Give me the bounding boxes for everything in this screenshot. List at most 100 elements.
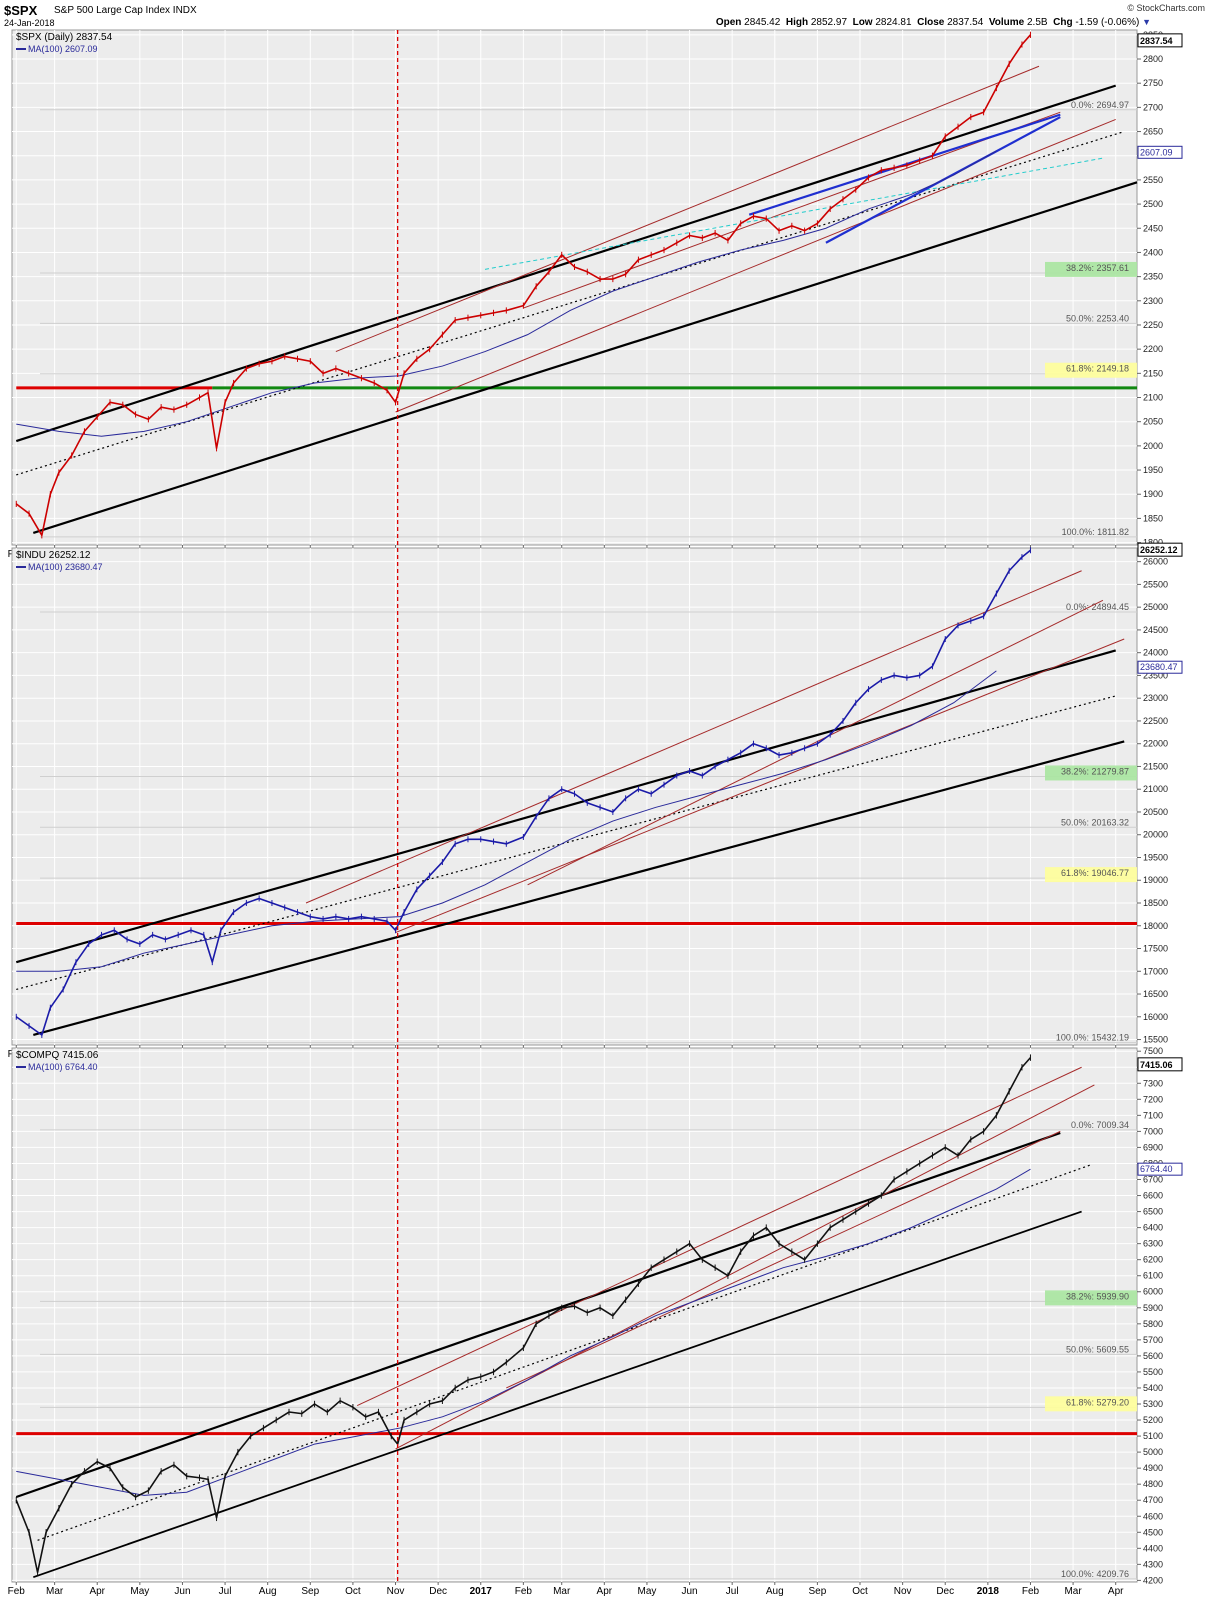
last-price-label: 7415.06 bbox=[1140, 1060, 1173, 1070]
fib-label: 100.0%: 15432.19 bbox=[1056, 1033, 1129, 1043]
ma-legend: MA(100) 23680.47 bbox=[28, 562, 103, 572]
x-tick-label: Nov bbox=[387, 1586, 405, 1597]
y-tick-label: 6000 bbox=[1143, 1287, 1163, 1297]
trendline bbox=[395, 638, 1125, 934]
y-tick-label: 2750 bbox=[1143, 78, 1163, 88]
x-tick-label: Sep bbox=[808, 1586, 826, 1597]
y-tick-label: 6500 bbox=[1143, 1207, 1163, 1217]
fib-highlight-box bbox=[1045, 867, 1137, 883]
y-tick-label: 2400 bbox=[1143, 247, 1163, 257]
y-tick-label: 5000 bbox=[1143, 1447, 1163, 1457]
y-tick-label: 22500 bbox=[1143, 716, 1168, 726]
y-tick-label: 1950 bbox=[1143, 465, 1163, 475]
fib-label: 50.0%: 5609.55 bbox=[1066, 1344, 1129, 1354]
ma-value-label: 6764.40 bbox=[1140, 1164, 1173, 1174]
symbol-title: $SPX bbox=[4, 3, 38, 18]
trendline bbox=[15, 649, 1116, 964]
x-tick-label: Jun bbox=[681, 1586, 697, 1597]
trendline bbox=[335, 65, 1040, 353]
trendline bbox=[33, 1210, 1082, 1579]
fib-label: 38.2%: 5939.90 bbox=[1066, 1291, 1129, 1301]
y-tick-label: 5300 bbox=[1143, 1399, 1163, 1409]
y-tick-label: 16500 bbox=[1143, 989, 1168, 999]
y-tick-label: 4600 bbox=[1143, 1511, 1163, 1521]
last-price-label: 26252.12 bbox=[1140, 545, 1178, 555]
trendline bbox=[523, 111, 1061, 309]
y-tick-label: 6600 bbox=[1143, 1191, 1163, 1201]
fib-label: 100.0%: 4209.76 bbox=[1061, 1569, 1129, 1579]
x-tick-label: Apr bbox=[597, 1586, 613, 1597]
chart-header: $SPX S&P 500 Large Cap Index INDX 24-Jan… bbox=[0, 0, 1211, 30]
y-tick-label: 6200 bbox=[1143, 1255, 1163, 1265]
ma-value-tag bbox=[1137, 1162, 1183, 1176]
fib-highlight-box bbox=[1045, 362, 1137, 378]
y-tick-label: 2300 bbox=[1143, 296, 1163, 306]
x-tick-label: Feb bbox=[8, 1586, 26, 1597]
y-tick-label: 18500 bbox=[1143, 898, 1168, 908]
series-legend: $COMPQ 7415.06 bbox=[16, 1050, 99, 1061]
x-tick-label: Mar bbox=[553, 1586, 571, 1597]
y-tick-label: 21000 bbox=[1143, 784, 1168, 794]
y-tick-label: 2450 bbox=[1143, 223, 1163, 233]
panel-spx: 1800 1850 1900 1950 2000 2050 2100 2150 2200 2250… bbox=[8, 29, 1183, 560]
trendline bbox=[356, 1066, 1082, 1407]
y-tick-label: 22000 bbox=[1143, 739, 1168, 749]
x-tick-label: Aug bbox=[259, 1586, 277, 1597]
x-tick-label: Aug bbox=[766, 1586, 784, 1597]
x-tick-label: 2017 bbox=[470, 1586, 493, 1597]
y-tick-label: 2150 bbox=[1143, 368, 1163, 378]
fib-highlight-box bbox=[1045, 765, 1137, 781]
y-tick-label: 7100 bbox=[1143, 1110, 1163, 1120]
x-tick-label: Dec bbox=[936, 1586, 954, 1597]
ma-legend: MA(100) 2607.09 bbox=[28, 44, 98, 54]
y-tick-label: 2700 bbox=[1143, 102, 1163, 112]
y-tick-label: 7300 bbox=[1143, 1078, 1163, 1088]
ma-value-tag bbox=[1137, 145, 1183, 159]
y-tick-label: 25000 bbox=[1143, 602, 1168, 612]
trendline bbox=[395, 118, 1116, 413]
x-tick-label: Jun bbox=[174, 1586, 190, 1597]
y-tick-label: 4400 bbox=[1143, 1543, 1163, 1553]
y-tick-label: 23000 bbox=[1143, 693, 1168, 703]
panel-indu: 15500 16000 16500 17000 17500 18000 18500 19000… bbox=[8, 542, 1183, 1060]
fib-label: 61.8%: 2149.18 bbox=[1066, 364, 1129, 374]
y-tick-label: 4300 bbox=[1143, 1559, 1163, 1569]
y-tick-label: 4900 bbox=[1143, 1463, 1163, 1473]
y-tick-label: 26000 bbox=[1143, 557, 1168, 567]
y-tick-label: 4800 bbox=[1143, 1479, 1163, 1489]
trendline bbox=[305, 570, 1082, 904]
y-tick-label: 2350 bbox=[1143, 272, 1163, 282]
y-tick-label: 5700 bbox=[1143, 1335, 1163, 1345]
trendline bbox=[16, 130, 1125, 476]
y-tick-label: 4200 bbox=[1143, 1575, 1163, 1585]
index-name: S&P 500 Large Cap Index INDX bbox=[54, 5, 197, 16]
y-tick-label: 6400 bbox=[1143, 1223, 1163, 1233]
ma-legend: MA(100) 6764.40 bbox=[28, 1062, 98, 1072]
fib-label: 61.8%: 19046.77 bbox=[1061, 868, 1129, 878]
plot-background bbox=[11, 29, 1138, 546]
y-tick-label: 2650 bbox=[1143, 127, 1163, 137]
y-tick-label: 19000 bbox=[1143, 875, 1168, 885]
last-price-tag bbox=[1137, 542, 1183, 557]
x-tick-label: Sep bbox=[301, 1586, 319, 1597]
x-tick-label: Feb bbox=[1022, 1586, 1040, 1597]
x-tick-label: May bbox=[130, 1586, 149, 1597]
y-tick-label: 17000 bbox=[1143, 966, 1168, 976]
x-tick-label: May bbox=[637, 1586, 656, 1597]
y-tick-label: 2200 bbox=[1143, 344, 1163, 354]
x-tick-label: Apr bbox=[89, 1586, 105, 1597]
x-tick-label: Jul bbox=[726, 1586, 739, 1597]
ma100-line bbox=[16, 670, 997, 972]
y-tick-label: 18000 bbox=[1143, 921, 1168, 931]
panel-compq: 4200 4300 4400 4500 4600 4700 4800 4900 5000 5100… bbox=[8, 1046, 1183, 1597]
x-tick-label: 2018 bbox=[977, 1586, 1000, 1597]
y-tick-label: 7000 bbox=[1143, 1126, 1163, 1136]
ohlc-readout: Open 2845.42 High 2852.97 Low 2824.81 Cl… bbox=[715, 17, 1151, 28]
y-tick-label: 19500 bbox=[1143, 852, 1168, 862]
trendline bbox=[506, 1130, 1061, 1389]
series-legend: $INDU 26252.12 bbox=[16, 550, 91, 561]
x-tick-label: Oct bbox=[345, 1586, 361, 1597]
chg-down-arrow-icon: ▼ bbox=[1142, 17, 1151, 27]
y-tick-label: 2500 bbox=[1143, 199, 1163, 209]
y-tick-label: 5800 bbox=[1143, 1319, 1163, 1329]
